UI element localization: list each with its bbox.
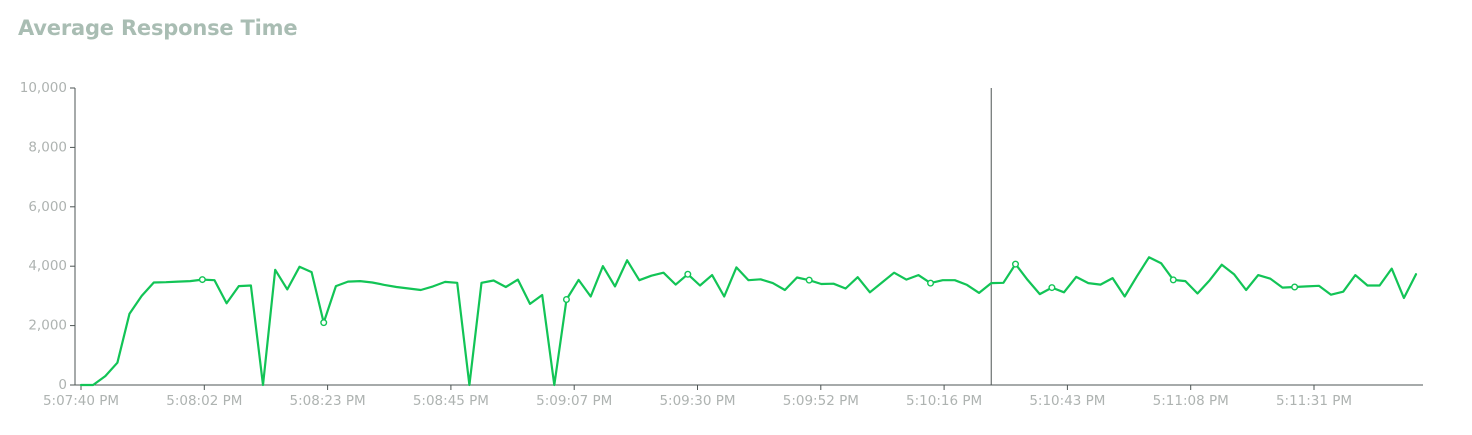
y-tick-label: 4,000	[28, 258, 67, 274]
x-tick-label: 5:10:43 PM	[1029, 393, 1105, 409]
y-tick-label: 8,000	[28, 139, 67, 155]
y-tick-label: 10,000	[20, 80, 67, 96]
data-point-marker[interactable]	[927, 279, 935, 287]
x-tick-label: 5:08:45 PM	[413, 393, 489, 409]
data-point-marker[interactable]	[1291, 283, 1299, 291]
x-tick-label: 5:09:30 PM	[659, 393, 735, 409]
data-point-marker[interactable]	[1048, 284, 1056, 292]
x-tick-label: 5:11:31 PM	[1276, 393, 1352, 409]
data-point-marker[interactable]	[1169, 276, 1177, 284]
x-tick-label: 5:11:08 PM	[1153, 393, 1229, 409]
chart-title: Average Response Time	[18, 16, 298, 40]
x-tick-label: 5:08:02 PM	[166, 393, 242, 409]
data-point-marker[interactable]	[1012, 260, 1020, 268]
data-point-marker[interactable]	[198, 276, 206, 284]
x-tick-label: 5:10:16 PM	[906, 393, 982, 409]
y-tick-label: 2,000	[28, 318, 67, 334]
x-tick-label: 5:09:07 PM	[536, 393, 612, 409]
y-tick-label: 6,000	[28, 199, 67, 215]
data-point-marker[interactable]	[320, 319, 328, 327]
y-tick-label: 0	[58, 377, 67, 393]
data-point-marker[interactable]	[805, 276, 813, 284]
x-tick-label: 5:08:23 PM	[290, 393, 366, 409]
data-point-marker[interactable]	[562, 295, 570, 303]
x-tick-label: 5:09:52 PM	[783, 393, 859, 409]
series-line[interactable]	[79, 256, 1418, 387]
y-axis-ticks: 0 2,000 4,000 6,000 8,000 10,000	[20, 80, 75, 393]
x-tick-label: 5:07:40 PM	[43, 393, 119, 409]
data-point-marker[interactable]	[684, 270, 692, 278]
x-axis-ticks: 5:07:40 PM 5:08:02 PM 5:08:23 PM 5:08:45 PM…	[43, 385, 1352, 409]
series-markers	[198, 260, 1299, 327]
